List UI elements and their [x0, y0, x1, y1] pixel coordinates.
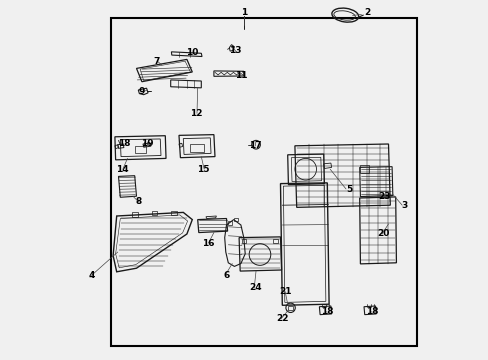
Text: 22: 22 — [276, 314, 288, 323]
Bar — [151, 211, 157, 215]
Text: 15: 15 — [197, 165, 209, 174]
Bar — [227, 221, 231, 225]
Bar — [134, 146, 145, 153]
Text: 7: 7 — [153, 57, 159, 66]
Text: 8: 8 — [135, 197, 141, 206]
Bar — [273, 239, 277, 243]
Bar — [287, 306, 293, 310]
Text: 18: 18 — [321, 307, 333, 316]
Text: 6: 6 — [223, 271, 229, 280]
Text: 4: 4 — [88, 271, 95, 280]
Bar — [359, 165, 368, 173]
Text: 11: 11 — [234, 71, 246, 80]
Text: 23: 23 — [378, 192, 390, 201]
Bar — [242, 239, 246, 243]
Text: 5: 5 — [345, 184, 351, 194]
Bar — [171, 211, 177, 215]
Text: 18: 18 — [366, 307, 378, 316]
Text: 13: 13 — [229, 46, 241, 55]
Text: 20: 20 — [376, 230, 388, 239]
Bar — [111, 18, 416, 346]
Text: 2: 2 — [363, 8, 369, 17]
Text: 12: 12 — [189, 109, 202, 118]
Text: 14: 14 — [116, 165, 128, 174]
Text: 18: 18 — [118, 139, 130, 148]
Text: 24: 24 — [248, 284, 261, 292]
Text: 16: 16 — [202, 238, 214, 248]
Text: 17: 17 — [248, 141, 261, 150]
Text: 3: 3 — [401, 201, 407, 210]
Text: 1: 1 — [241, 8, 247, 17]
Text: 9: 9 — [139, 87, 145, 96]
Text: 10: 10 — [186, 48, 198, 57]
Bar — [132, 212, 137, 217]
Text: 19: 19 — [141, 139, 153, 148]
Bar — [233, 218, 238, 221]
Text: 21: 21 — [279, 287, 291, 296]
Bar — [189, 144, 204, 152]
